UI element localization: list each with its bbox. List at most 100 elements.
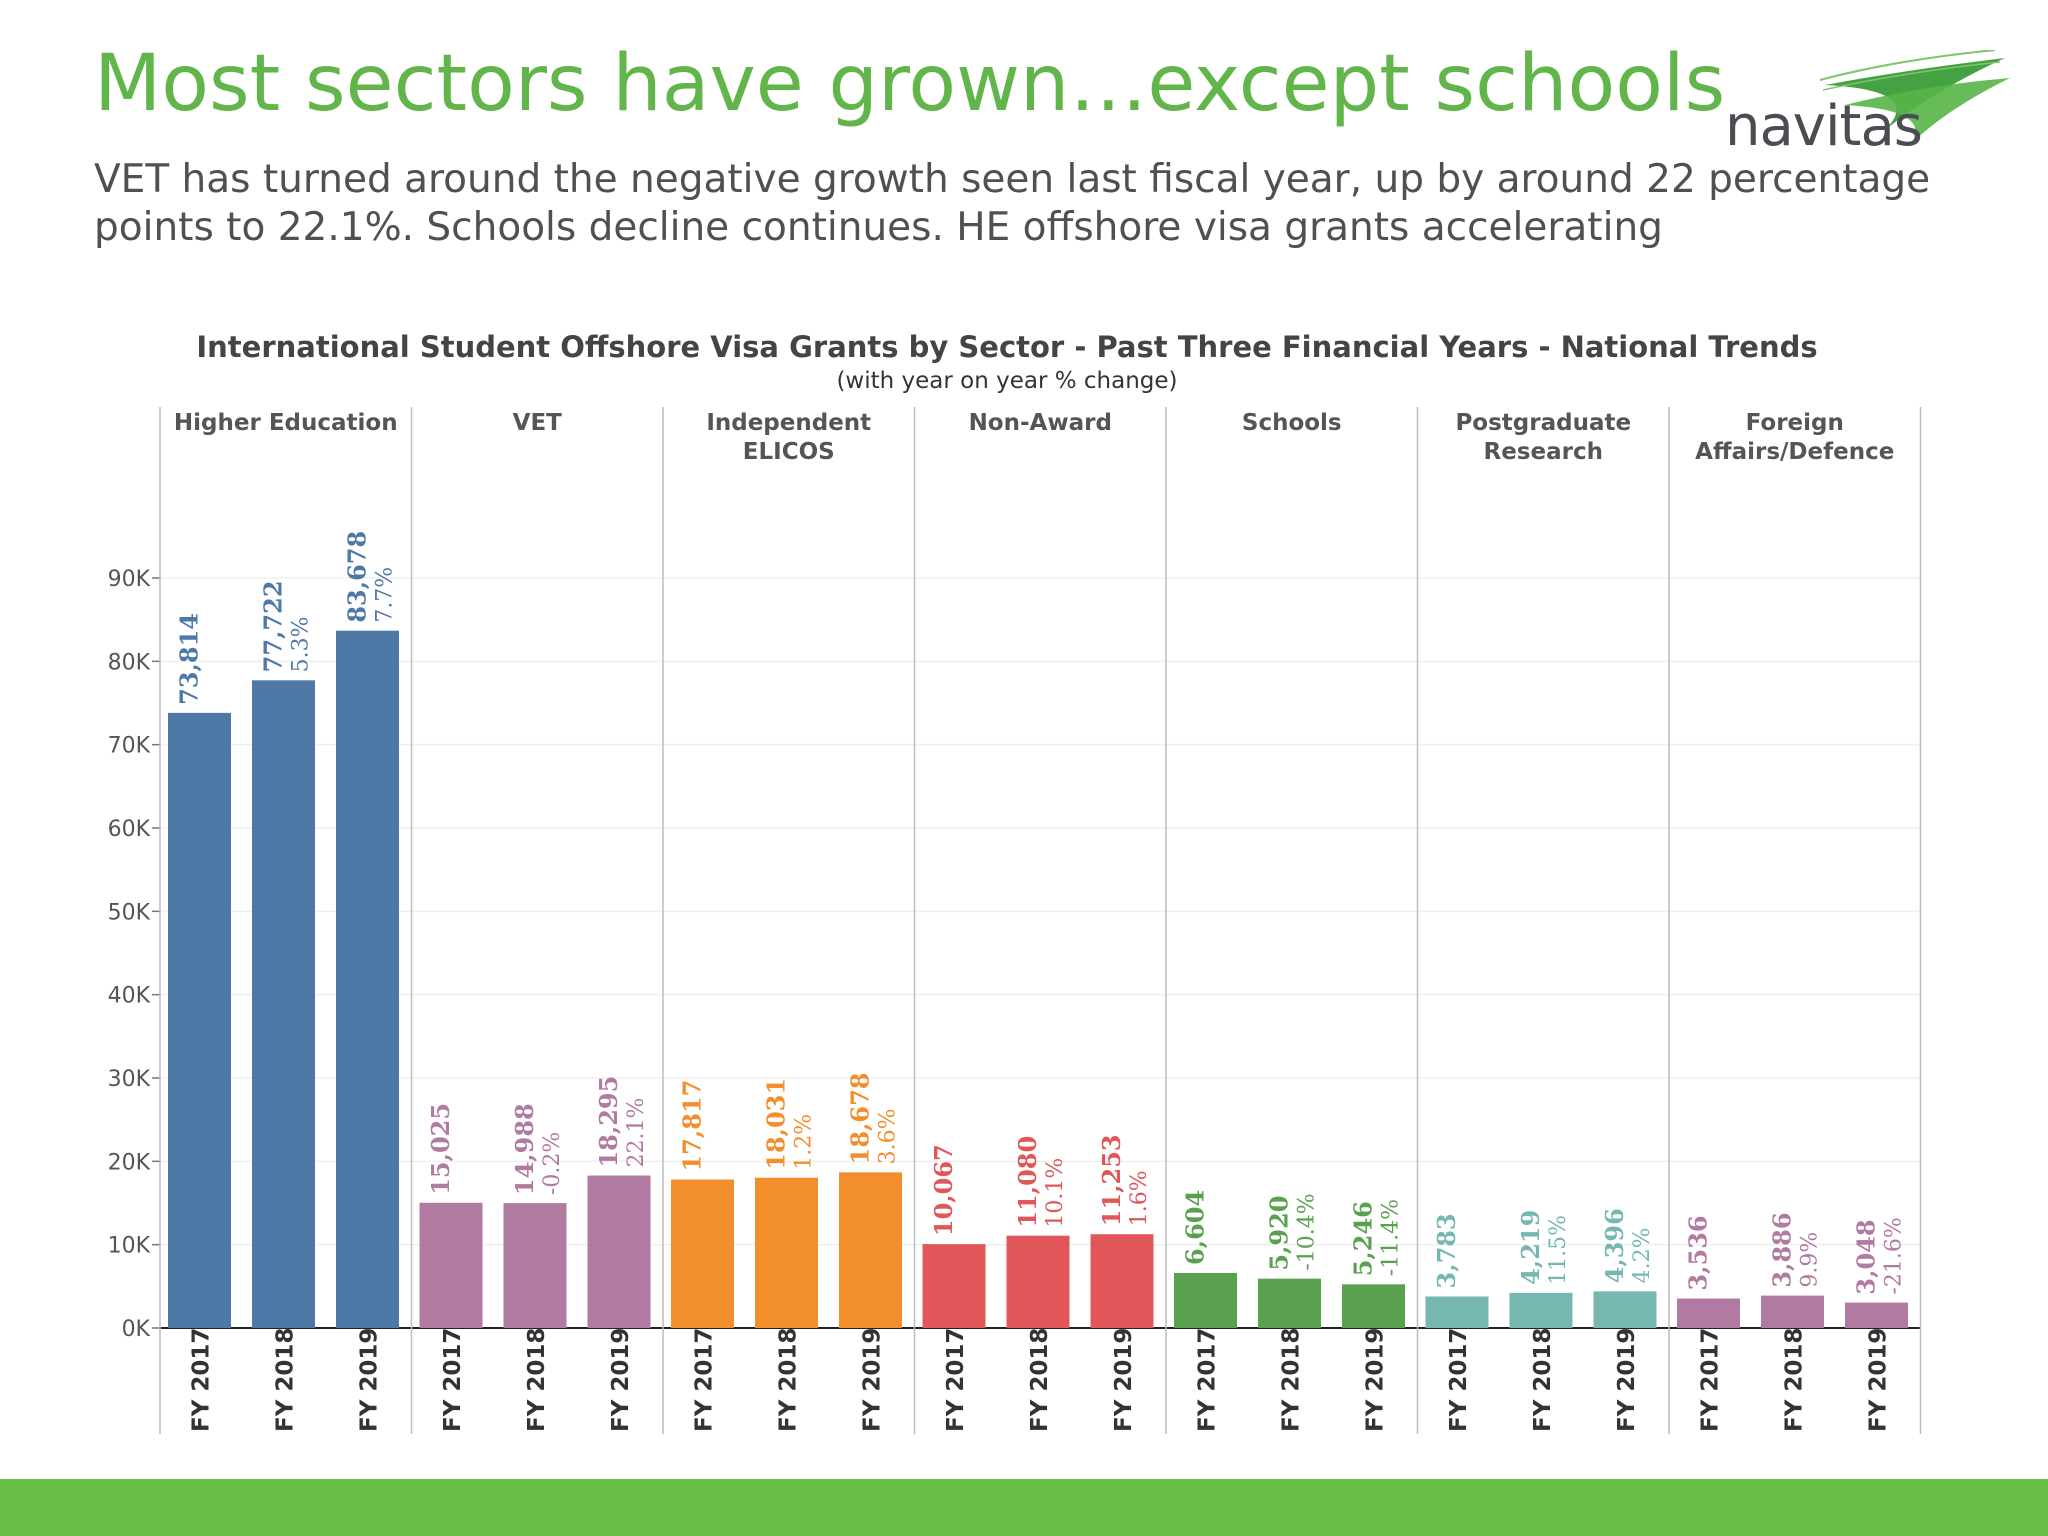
bar-value-label: 11,080 (1013, 1136, 1042, 1228)
x-category-label: FY 2018 (524, 1328, 550, 1432)
bar (1593, 1291, 1657, 1328)
bar (419, 1202, 483, 1328)
bar-value-label: 77,722 (259, 580, 288, 672)
y-tick-label: 40K (108, 984, 151, 1009)
bar-pct-label: -11.4% (1379, 1199, 1404, 1276)
x-category-label: FY 2019 (1363, 1328, 1389, 1432)
panel-independent-elicos: Independent ELICOS 17,817 FY 2017 18,031 1.2%… (662, 407, 902, 1434)
bar-pct-label: 7.7% (373, 567, 398, 623)
swoosh-icon (1819, 50, 2010, 145)
visa-grants-chart: International Student Offshore Visa Gran… (108, 330, 1922, 1434)
bar (252, 680, 315, 1328)
y-axis: 0K 10K 20K 30K 40K 50K 60K 70K 80K 90K (108, 567, 1921, 1342)
bar-pct-label: 1.2% (792, 1114, 817, 1170)
bar-value-label: 4,396 (1600, 1208, 1629, 1283)
x-category-label: FY 2019 (357, 1328, 383, 1432)
bar-pct-label: -21.6% (1882, 1217, 1907, 1294)
y-tick-label: 90K (108, 567, 151, 592)
x-category-label: FY 2018 (1279, 1328, 1305, 1432)
panel-postgraduate-research: Postgraduate Research 3,783 FY 2017 4,219 11.… (1416, 407, 1657, 1434)
slide-title: Most sectors have grown…except schools (94, 39, 1726, 129)
bar (1845, 1302, 1908, 1328)
bar (671, 1179, 734, 1328)
panel-non-award: Non-Award 10,067 FY 2017 11,080 10.1% FY 2018… (913, 407, 1154, 1434)
chart-title: International Student Offshore Visa Gran… (196, 330, 1817, 364)
logo-wordmark: navitas (1725, 94, 1923, 159)
x-category-label: FY 2017 (1195, 1328, 1221, 1432)
x-category-label: FY 2019 (1866, 1328, 1892, 1432)
bar-value-label: 83,678 (343, 531, 372, 623)
x-category-label: FY 2019 (1111, 1328, 1137, 1432)
x-category-label: FY 2017 (1698, 1328, 1724, 1432)
bar-value-label: 15,025 (426, 1103, 455, 1195)
x-category-label: FY 2018 (1027, 1328, 1053, 1432)
bar-value-label: 18,295 (594, 1076, 623, 1168)
bar-pct-label: 10.1% (1043, 1158, 1068, 1228)
x-category-label: FY 2018 (776, 1328, 802, 1432)
slide-subtitle: VET has turned around the negative growt… (94, 157, 1931, 250)
bar (1342, 1284, 1405, 1328)
y-tick-label: 60K (108, 817, 151, 842)
bar (1006, 1235, 1070, 1328)
x-category-label: FY 2017 (943, 1328, 969, 1432)
bar (1509, 1292, 1573, 1328)
x-category-label: FY 2018 (273, 1328, 299, 1432)
y-tick-label: 80K (108, 650, 151, 675)
x-category-label: FY 2017 (189, 1328, 215, 1432)
x-category-label: FY 2017 (440, 1328, 466, 1432)
y-tick-label: 30K (108, 1067, 151, 1092)
x-category-label: FY 2017 (1446, 1328, 1472, 1432)
bar-value-label: 10,067 (929, 1144, 958, 1236)
bar-value-label: 17,817 (678, 1080, 707, 1172)
gridlines (160, 577, 1921, 1246)
bar-pct-label: 22.1% (624, 1098, 649, 1168)
bar (168, 712, 231, 1328)
bar-value-label: 3,783 (1432, 1213, 1461, 1288)
bar-value-label: 3,886 (1768, 1212, 1797, 1287)
navitas-logo: navitas (1715, 50, 2015, 160)
panel-header: Foreign Affairs/Defence (1695, 410, 1894, 465)
bar-pct-label: 1.6% (1127, 1170, 1152, 1226)
x-category-label: FY 2019 (1614, 1328, 1640, 1432)
bottom-bar (0, 1479, 2048, 1536)
bar-pct-label: -0.2% (540, 1132, 565, 1195)
bar-pct-label: 9.9% (1798, 1232, 1823, 1288)
bar (755, 1177, 818, 1328)
bar (1425, 1296, 1489, 1328)
bar-pct-label: 3.6% (876, 1108, 901, 1164)
bar (922, 1244, 986, 1328)
panel-header: Independent ELICOS (706, 410, 871, 465)
bar (336, 630, 399, 1328)
panel-header: Postgraduate Research (1455, 410, 1631, 465)
bar-value-label: 4,219 (1516, 1210, 1545, 1285)
panel-header: VET (513, 410, 563, 436)
bar-value-label: 5,920 (1265, 1196, 1294, 1271)
bar-value-label: 3,536 (1684, 1215, 1713, 1290)
bar (839, 1172, 902, 1328)
y-tick-label: 0K (122, 1317, 151, 1342)
bar (1677, 1298, 1740, 1328)
panel-header: Non-Award (969, 410, 1112, 436)
bar (1174, 1272, 1237, 1328)
y-tick-label: 50K (108, 900, 151, 925)
bar-value-label: 3,048 (1852, 1219, 1881, 1294)
x-category-label: FY 2019 (860, 1328, 886, 1432)
bar (1761, 1295, 1824, 1328)
bar (587, 1175, 651, 1328)
bar-pct-label: 4.2% (1630, 1227, 1655, 1283)
bar-value-label: 18,678 (846, 1072, 875, 1164)
bar-value-label: 73,814 (175, 613, 204, 705)
bar-pct-label: -10.4% (1295, 1193, 1320, 1270)
chart-subtitle: (with year on year % change) (836, 368, 1177, 394)
panel-schools: Schools 6,604 FY 2017 5,920 -10.4% FY 2018 5,2… (1165, 407, 1405, 1434)
bar (503, 1203, 567, 1328)
y-tick-label: 20K (108, 1150, 151, 1175)
x-category-label: FY 2019 (608, 1328, 634, 1432)
bar-value-label: 11,253 (1097, 1134, 1126, 1226)
bar-pct-label: 5.3% (289, 616, 314, 672)
panel-foreign-affairs-defence: Foreign Affairs/Defence 3,536 FY 2017 3,886 9… (1668, 407, 1922, 1434)
bar-value-label: 14,988 (510, 1103, 539, 1195)
bar (1258, 1278, 1321, 1328)
x-category-label: FY 2017 (692, 1328, 718, 1432)
x-category-label: FY 2018 (1782, 1328, 1808, 1432)
